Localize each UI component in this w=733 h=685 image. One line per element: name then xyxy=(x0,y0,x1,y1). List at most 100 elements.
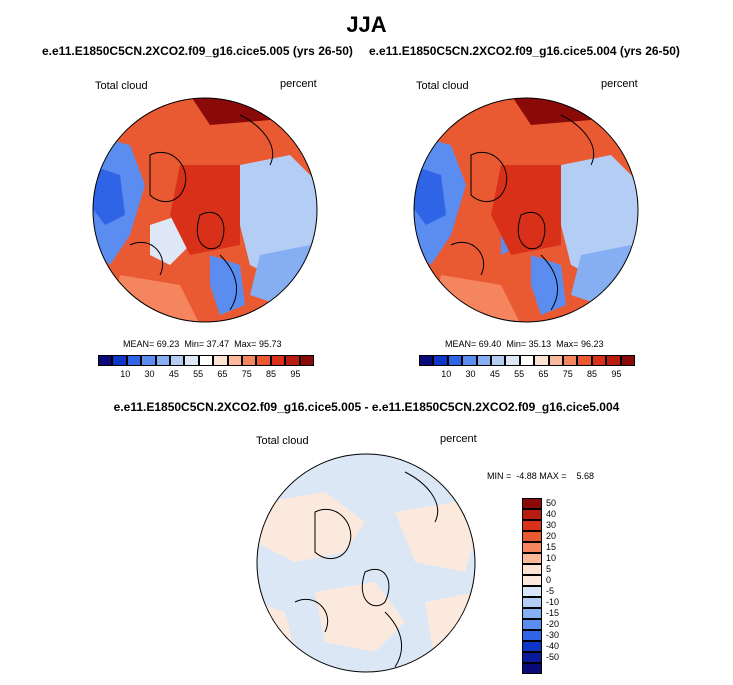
diff-minmax-text: MIN = -4.88 MAX = 5.68 xyxy=(487,471,595,481)
colorbar-swatch xyxy=(522,586,542,597)
colorbar-swatch xyxy=(522,520,542,531)
colorbar-swatch xyxy=(522,564,542,575)
colorbar-tick-label: 75 xyxy=(241,369,252,379)
colorbar-swatch xyxy=(419,355,434,366)
colorbar-swatch xyxy=(285,355,300,366)
colorbar-tick-label: 65 xyxy=(538,369,549,379)
colorbar-swatch xyxy=(522,498,542,509)
colorbar-swatch xyxy=(563,355,578,366)
colorbar-tick-label: 30 xyxy=(144,369,155,379)
colorbar-tick-label: 30 xyxy=(546,520,557,530)
colorbar-tick-label: -10 xyxy=(546,597,560,607)
colorbar-swatch xyxy=(522,608,542,619)
colorbar-tick-label: 10 xyxy=(441,369,452,379)
panel2-units-label: percent xyxy=(601,78,638,90)
panel2-colorbar-ticks: 10 30 45 55 65 75 85 95 xyxy=(419,369,635,381)
colorbar-swatch xyxy=(299,355,314,366)
panel1-colorbar-ticks: 10 30 45 55 65 75 85 95 xyxy=(98,369,314,381)
colorbar-swatch xyxy=(522,597,542,608)
diff-colorbar-ticks: 50 40 30 20 15 10 5 0 -5 -10 -15 -20 -30 -40 -50 xyxy=(546,498,576,674)
panel2-min-value: 35.13 xyxy=(528,339,552,349)
diff-colorbar xyxy=(522,498,542,674)
colorbar-tick-label: 55 xyxy=(514,369,525,379)
colorbar-swatch xyxy=(620,355,635,366)
colorbar-tick-label: -50 xyxy=(546,652,560,662)
colorbar-swatch xyxy=(505,355,520,366)
colorbar-swatch xyxy=(522,531,542,542)
colorbar-tick-label: -40 xyxy=(546,641,560,651)
panel2-subtitle: e.e11.E1850C5CN.2XCO2.f09_g16.cice5.004 … xyxy=(369,44,680,58)
panel1-mean-value: 69.23 xyxy=(156,339,180,349)
colorbar-swatch xyxy=(522,663,542,674)
diff-units-label: percent xyxy=(440,433,477,445)
colorbar-swatch xyxy=(534,355,549,366)
colorbar-tick-label: 15 xyxy=(546,542,557,552)
colorbar-swatch xyxy=(256,355,271,366)
page-title: JJA xyxy=(346,12,387,37)
colorbar-swatch xyxy=(522,652,542,663)
colorbar-swatch xyxy=(606,355,621,366)
colorbar-swatch xyxy=(462,355,477,366)
colorbar-swatch xyxy=(227,355,242,366)
colorbar-swatch xyxy=(112,355,127,366)
colorbar-tick-label: 50 xyxy=(546,498,557,508)
colorbar-swatch xyxy=(548,355,563,366)
colorbar-tick-label: -20 xyxy=(546,619,560,629)
colorbar-swatch xyxy=(242,355,257,366)
colorbar-tick-label: 40 xyxy=(546,509,557,519)
colorbar-tick-label: -30 xyxy=(546,630,560,640)
colorbar-swatch xyxy=(476,355,491,366)
panel2-variable-label: Total cloud xyxy=(416,80,469,92)
colorbar-tick-label: -15 xyxy=(546,608,560,618)
colorbar-tick-label: 95 xyxy=(290,369,301,379)
colorbar-swatch xyxy=(522,575,542,586)
diff-variable-label: Total cloud xyxy=(256,435,309,447)
colorbar-tick-label: 5 xyxy=(546,564,552,574)
colorbar-swatch xyxy=(213,355,228,366)
colorbar-tick-label: 85 xyxy=(266,369,277,379)
colorbar-swatch xyxy=(522,509,542,520)
colorbar-swatch xyxy=(98,355,113,366)
colorbar-tick-label: 0 xyxy=(546,575,552,585)
panel1-units-label: percent xyxy=(280,78,317,90)
panel1-min-value: 37.47 xyxy=(206,339,230,349)
diff-polar-map xyxy=(256,453,476,673)
colorbar-swatch xyxy=(522,630,542,641)
panel1-variable-label: Total cloud xyxy=(95,80,148,92)
diff-subtitle: e.e11.E1850C5CN.2XCO2.f09_g16.cice5.005 … xyxy=(113,400,620,414)
panel2-max-value: 96.23 xyxy=(580,339,604,349)
panel1-max-value: 95.73 xyxy=(258,339,282,349)
panel2-stats: MEAN= 69.40 Min= 35.13 Max= 96.23 xyxy=(445,339,604,349)
colorbar-tick-label: -5 xyxy=(546,586,555,596)
colorbar-swatch xyxy=(141,355,156,366)
panel2-mean-value: 69.40 xyxy=(478,339,502,349)
colorbar-swatch xyxy=(519,355,535,366)
colorbar-swatch xyxy=(447,355,463,366)
colorbar-tick-label: 20 xyxy=(546,531,557,541)
colorbar-tick-label: 30 xyxy=(465,369,476,379)
colorbar-swatch xyxy=(198,355,214,366)
colorbar-swatch xyxy=(522,619,542,630)
panel1-stats: MEAN= 69.23 Min= 37.47 Max= 95.73 xyxy=(123,339,282,349)
colorbar-tick-label: 75 xyxy=(562,369,573,379)
colorbar-swatch xyxy=(491,355,506,366)
panel1-polar-map xyxy=(92,97,318,323)
colorbar-tick-label: 45 xyxy=(489,369,500,379)
colorbar-swatch xyxy=(522,641,542,652)
panel2-colorbar xyxy=(419,355,635,366)
panel1-colorbar xyxy=(98,355,314,366)
colorbar-swatch xyxy=(591,355,607,366)
colorbar-swatch xyxy=(433,355,448,366)
colorbar-tick-label: 55 xyxy=(193,369,204,379)
colorbar-tick-label: 45 xyxy=(168,369,179,379)
colorbar-swatch xyxy=(270,355,286,366)
colorbar-tick-label: 65 xyxy=(217,369,228,379)
colorbar-tick-label: 10 xyxy=(546,553,557,563)
colorbar-tick-label: 10 xyxy=(120,369,131,379)
colorbar-swatch xyxy=(577,355,592,366)
colorbar-swatch xyxy=(522,553,542,564)
colorbar-swatch xyxy=(522,542,542,553)
colorbar-swatch xyxy=(155,355,170,366)
panel2-polar-map xyxy=(413,97,639,323)
colorbar-tick-label: 95 xyxy=(611,369,622,379)
